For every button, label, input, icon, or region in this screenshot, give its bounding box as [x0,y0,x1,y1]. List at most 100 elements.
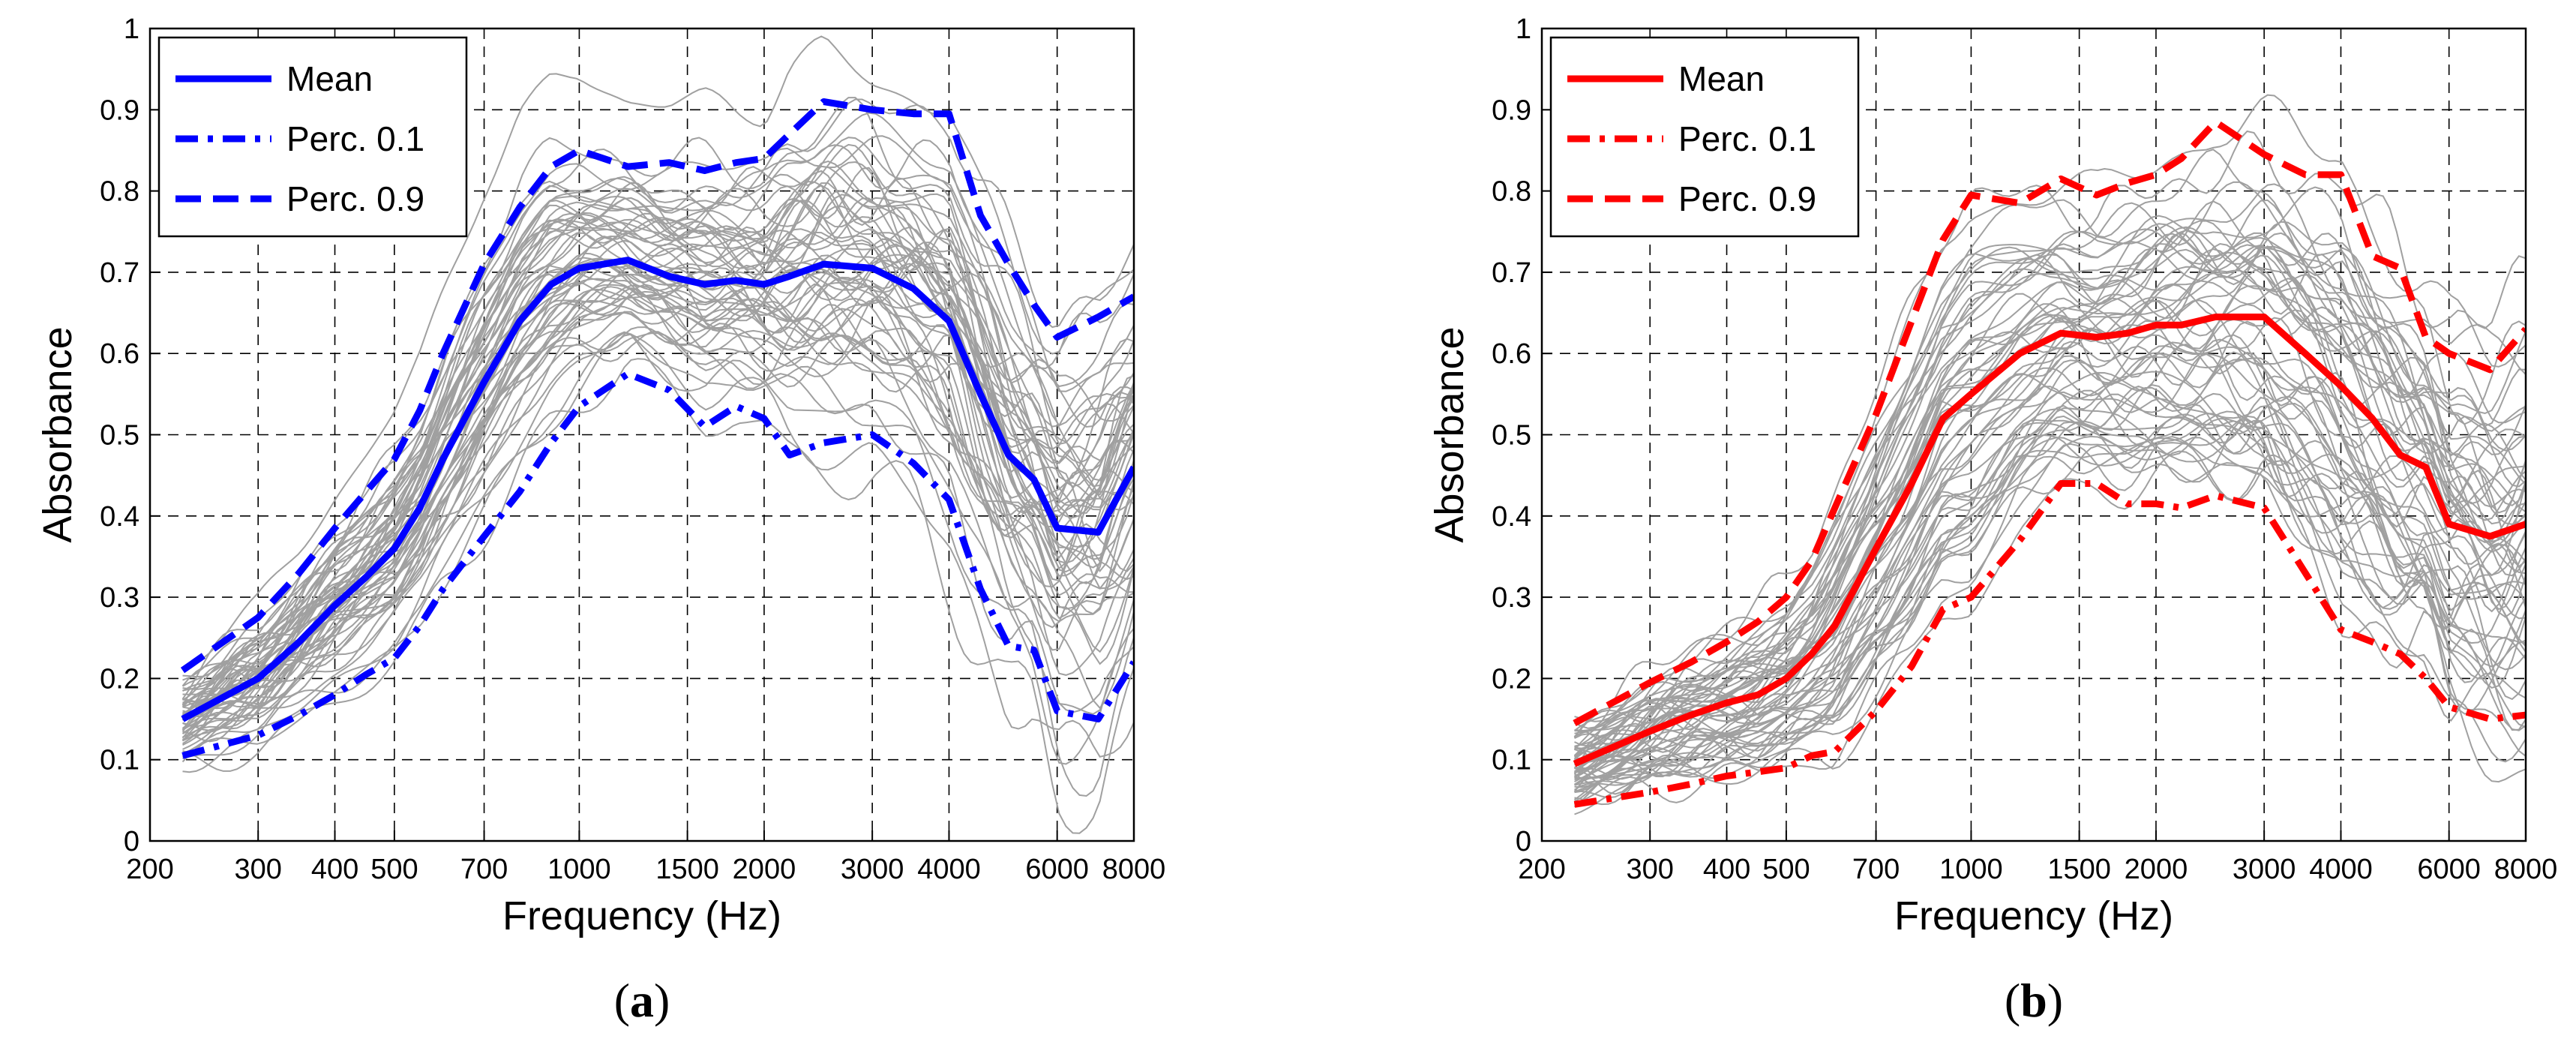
background-curve [182,358,1134,834]
background-curve [1574,248,2526,747]
panel-label: (b) [2005,974,2063,1027]
background-curve [1574,186,2526,732]
x-tick-label: 400 [311,854,358,885]
y-tick-label: 0.3 [100,582,139,614]
x-tick-label: 2000 [733,854,796,885]
series-line-perc-0-1 [181,370,1134,759]
legend-label: Mean [286,59,373,98]
x-tick-label: 3000 [841,854,904,885]
background-curve [1574,353,2526,788]
y-tick-label: 0.7 [100,257,139,289]
background-curve [181,269,1134,739]
legend-label: Perc. 0.1 [286,119,424,158]
background-curve [1574,344,2526,770]
background-curve [182,35,1134,668]
y-tick-label: 0.7 [1492,257,1531,289]
background-curve [1574,299,2526,763]
background-curve [1573,220,2526,751]
background-curve [181,197,1134,701]
x-tick-label: 1500 [655,854,719,885]
background-curve [1573,309,2526,775]
background-curve [1573,268,2526,773]
x-tick-label: 1000 [1939,854,2003,885]
y-tick-label: 0.2 [1492,663,1531,695]
x-tick-label: 6000 [1025,854,1089,885]
x-tick-label: 8000 [2494,854,2558,885]
background-curve [1573,384,2526,780]
background-curve [1574,387,2526,779]
x-tick-label: 400 [1703,854,1750,885]
series-line-perc-0-9 [1573,119,2526,726]
y-tick-label: 0.5 [100,420,139,452]
background-curve [1574,371,2526,779]
y-tick-label: 0.8 [1492,176,1531,208]
legend-label: Perc. 0.9 [286,179,424,218]
background-curve [1574,450,2526,815]
background-curve [1574,407,2526,793]
x-tick-label: 200 [1518,854,1565,885]
legend: Mean Perc. 0.1 Perc. 0.9 [157,36,468,238]
series-line-perc-0-1 [1573,480,2526,808]
background-curve [182,296,1134,750]
legend: Mean Perc. 0.1 Perc. 0.9 [1549,36,1860,238]
background-curve [181,143,1134,692]
x-tick-label: 8000 [1102,854,1166,885]
chart-panel-b: 200 300 400 500 700 1000 1500 2000 3000 4000 6000 8… [1427,14,2557,1027]
background-curve [1574,437,2526,805]
x-tick-label: 1500 [2047,854,2111,885]
y-tick-label: 0.6 [100,338,139,370]
y-tick-label: 0.4 [100,501,139,533]
background-curve [182,317,1134,746]
background-curve [182,264,1134,734]
y-axis-label: Absorbance [1427,326,1472,542]
background-curve [1574,345,2526,779]
x-tick-label: 4000 [917,854,981,885]
y-tick-label: 0.4 [1492,501,1531,533]
background-curve [1574,421,2526,791]
x-axis-label: Frequency (Hz) [502,893,781,938]
background-curve [182,331,1134,765]
legend-label: Perc. 0.9 [1678,179,1816,218]
background-curve [182,296,1134,743]
background-curve [1574,242,2526,755]
y-tick-label: 0.9 [1492,95,1531,126]
background-curves [1573,94,2526,815]
y-tick-label: 0.1 [100,745,139,776]
x-tick-label: 700 [1852,854,1900,885]
y-tick-label: 0.6 [1492,338,1531,370]
x-tick-label: 6000 [2417,854,2481,885]
background-curve [182,299,1134,742]
background-curve [1574,245,2526,764]
background-curve [181,182,1134,707]
x-tick-label: 700 [460,854,508,885]
background-curve [1574,351,2526,778]
x-axis-label: Frequency (Hz) [1894,893,2173,938]
x-tick-label: 500 [1762,854,1810,885]
background-curve [182,258,1134,714]
background-curve [181,161,1134,716]
background-curve [182,197,1134,691]
background-curve [1574,130,2526,729]
y-tick-label: 1 [124,14,139,45]
background-curve [1573,415,2526,803]
background-curve [182,98,1134,678]
x-tick-label: 4000 [2309,854,2373,885]
background-curve [1573,247,2526,760]
y-tick-label: 0.2 [100,663,139,695]
series-line-perc-0-9 [180,98,1134,674]
y-tick-label: 0.9 [100,95,139,126]
background-curve [1573,244,2526,760]
y-tick-label: 0.5 [1492,420,1531,452]
y-tick-label: 0.1 [1492,745,1531,776]
chart-panel-a: 200 300 400 500 700 1000 1500 2000 3000 4000 6000 8… [35,14,1165,1027]
background-curve [181,272,1134,745]
legend-label: Mean [1678,59,1765,98]
background-curve [181,264,1134,731]
legend-label: Perc. 0.1 [1678,119,1816,158]
panel-label: (a) [614,974,670,1027]
y-tick-label: 0 [1516,826,1531,857]
y-tick-label: 0.3 [1492,582,1531,614]
series-line-mean [181,257,1134,722]
background-curve [182,228,1134,721]
